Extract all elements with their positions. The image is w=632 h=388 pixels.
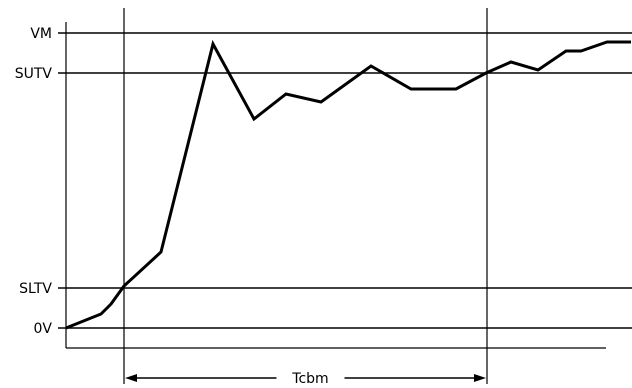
reference-labels: VM SUTV SLTV 0V xyxy=(15,26,53,337)
signal-line xyxy=(65,39,631,330)
reference-label-0v: 0V xyxy=(34,321,53,337)
axes xyxy=(65,22,606,349)
interval-markers xyxy=(123,8,488,384)
reference-lines xyxy=(58,32,632,329)
reference-label-sutv: SUTV xyxy=(15,66,53,82)
signal-series xyxy=(65,39,631,330)
reference-label-vm: VM xyxy=(30,26,52,42)
interval-label: Tcbm xyxy=(291,371,328,387)
reference-label-sltv: SLTV xyxy=(19,281,52,297)
interval-arrowhead-right xyxy=(474,374,486,382)
interval-annotation: Tcbm xyxy=(125,371,486,387)
interval-arrowhead-left xyxy=(125,374,137,382)
